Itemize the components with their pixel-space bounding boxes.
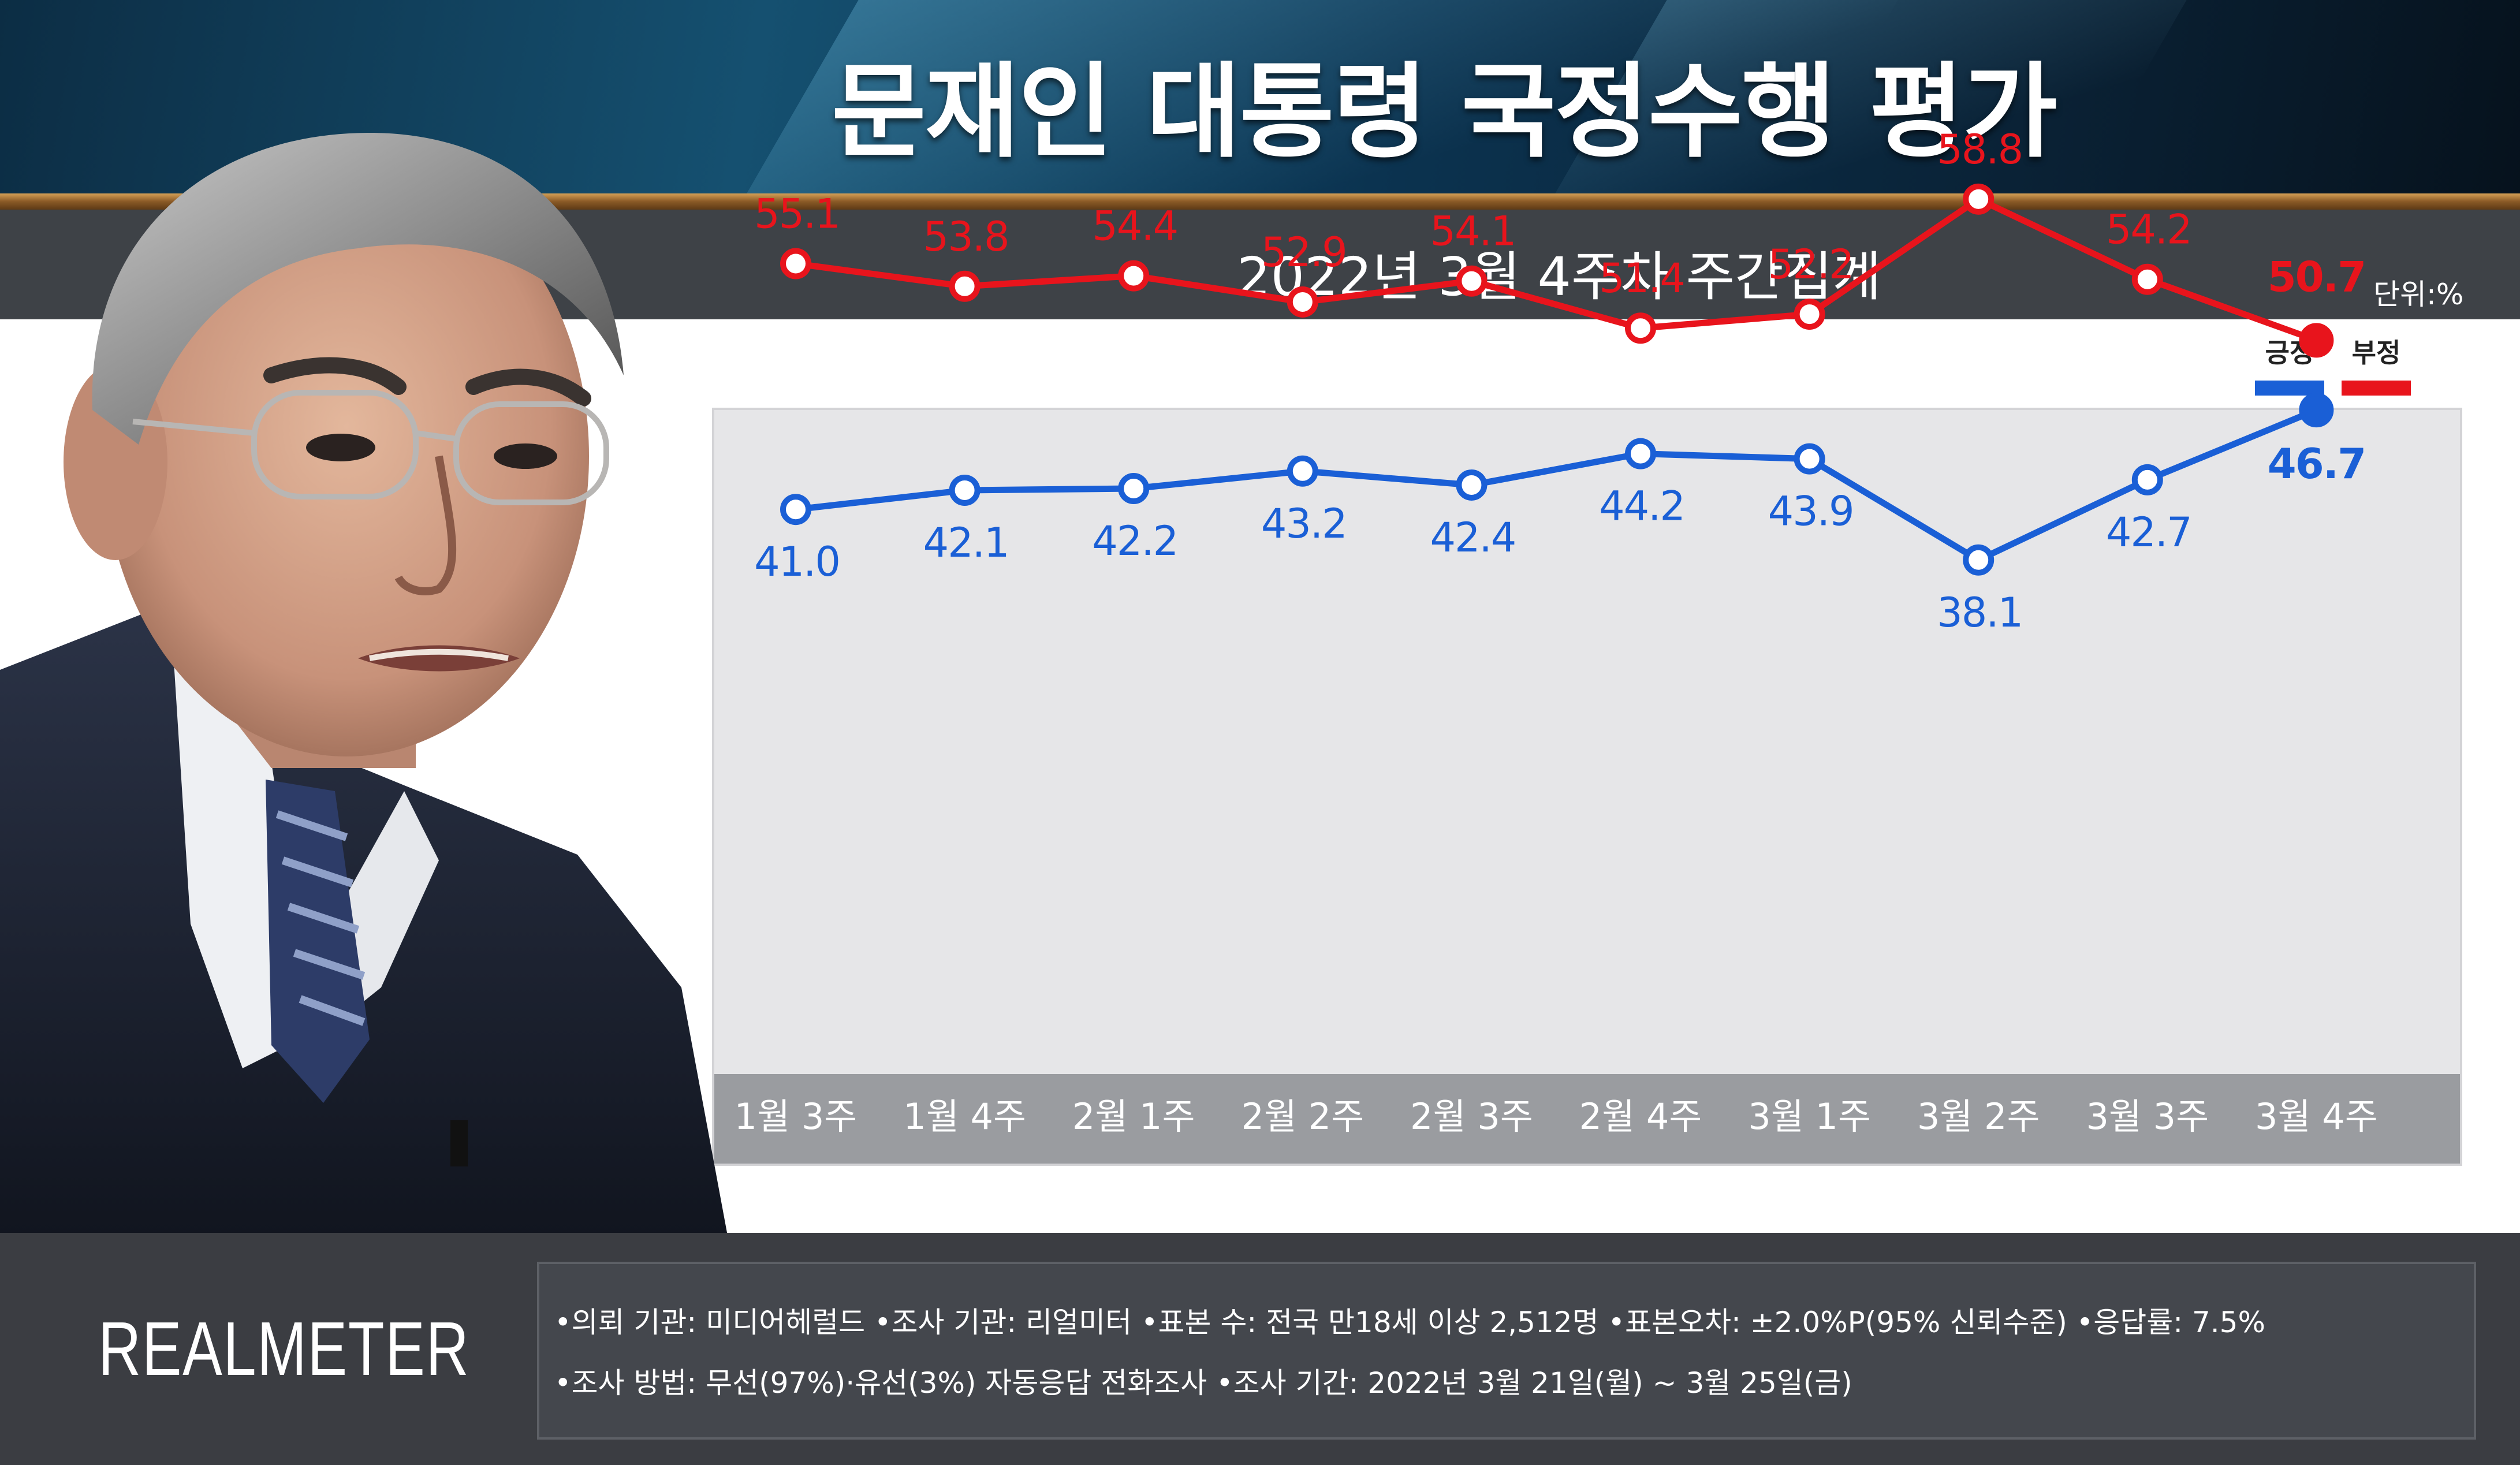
x-tick-label: 3월 2주	[1917, 1095, 2040, 1138]
portrait-image	[0, 133, 728, 1236]
x-tick-label: 2월 3주	[1410, 1095, 1533, 1138]
data-point-positive	[1287, 455, 1318, 487]
legend-swatch-negative	[2342, 381, 2411, 396]
chart-panel	[714, 410, 2460, 1164]
data-label-positive: 44.2	[1599, 483, 1684, 530]
data-point-positive	[2299, 393, 2334, 428]
data-point-positive	[780, 494, 811, 525]
data-label-positive: 42.4	[1430, 514, 1515, 561]
data-label-negative: 53.8	[923, 213, 1009, 260]
data-label-positive: 46.7	[2268, 439, 2366, 488]
data-point-positive	[2131, 464, 2163, 495]
data-point-negative	[1118, 260, 1150, 292]
data-label-negative: 54.4	[1092, 203, 1177, 250]
x-tick-label: 1월 4주	[903, 1095, 1026, 1138]
data-point-positive	[1118, 472, 1150, 504]
x-tick-label: 2월 4주	[1579, 1095, 1702, 1138]
data-point-negative	[1794, 299, 1825, 330]
x-tick-label: 3월 1주	[1748, 1095, 1871, 1138]
data-point-negative	[949, 270, 981, 302]
data-point-negative	[1456, 265, 1488, 297]
data-label-negative: 54.2	[2106, 206, 2191, 254]
data-point-positive	[1625, 438, 1656, 469]
data-label-negative: 52.2	[1768, 241, 1854, 288]
series-line-negative	[795, 196, 2318, 344]
survey-info-box	[537, 1262, 2476, 1440]
data-point-negative	[1287, 286, 1318, 318]
data-point-negative	[2299, 323, 2334, 358]
data-point-positive	[1794, 443, 1825, 475]
data-label-negative: 58.8	[1937, 126, 2022, 173]
x-axis-band	[714, 1074, 2460, 1164]
data-point-negative	[1963, 183, 1995, 215]
legend-swatch-positive	[2255, 381, 2324, 396]
data-label-negative: 52.9	[1261, 229, 1347, 276]
data-label-positive: 43.2	[1261, 500, 1347, 547]
data-label-positive: 42.2	[1092, 517, 1177, 565]
brand-logo: REALMETER	[98, 1306, 470, 1391]
data-label-negative: 55.1	[754, 191, 840, 238]
data-label-positive: 42.7	[2106, 509, 2191, 556]
data-label-positive: 42.1	[923, 519, 1009, 566]
series-line-positive	[795, 407, 2318, 564]
data-label-positive: 38.1	[1937, 589, 2022, 636]
unit-label: 단위:%	[2373, 278, 2464, 311]
legend-label-negative: 부정	[2351, 337, 2401, 368]
x-tick-label: 3월 3주	[2086, 1095, 2209, 1138]
x-tick-label: 3월 4주	[2255, 1095, 2378, 1138]
data-label-negative: 54.1	[1430, 208, 1515, 255]
data-point-positive	[1456, 469, 1488, 501]
data-label-positive: 41.0	[754, 538, 840, 586]
data-point-positive	[1963, 544, 1995, 576]
x-tick-label: 1월 3주	[735, 1095, 858, 1138]
data-label-positive: 43.9	[1768, 488, 1854, 535]
data-point-negative	[780, 248, 811, 279]
data-label-negative: 50.7	[2268, 252, 2366, 301]
x-tick-label: 2월 2주	[1241, 1095, 1364, 1138]
x-tick-label: 2월 1주	[1072, 1095, 1195, 1138]
legend-item-negative: 부정	[2339, 332, 2414, 396]
survey-info-line-2: •조사 방법: 무선(97%)·유선(3%) 자동응답 전화조사 •조사 기간:…	[554, 1366, 1852, 1400]
data-label-negative: 51.4	[1599, 255, 1684, 302]
page-title: 문재인 대통령 국정수행 평가	[832, 52, 2057, 172]
survey-info-line-1: •의뢰 기관: 미디어헤럴드 •조사 기관: 리얼미터 •표본 수: 전국 만1…	[554, 1306, 2265, 1339]
data-point-negative	[1625, 312, 1656, 344]
data-point-negative	[2131, 263, 2163, 295]
data-point-positive	[949, 475, 981, 506]
